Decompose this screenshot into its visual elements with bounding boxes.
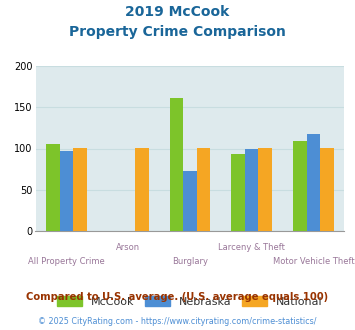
- Text: Property Crime Comparison: Property Crime Comparison: [69, 25, 286, 39]
- Text: 2019 McCook: 2019 McCook: [125, 5, 230, 19]
- Bar: [183, 171, 197, 231]
- Bar: [231, 154, 245, 231]
- Bar: [245, 149, 258, 231]
- Bar: [73, 148, 87, 231]
- Text: Compared to U.S. average. (U.S. average equals 100): Compared to U.S. average. (U.S. average …: [26, 292, 329, 302]
- Text: Arson: Arson: [116, 243, 140, 251]
- Bar: [170, 98, 183, 231]
- Bar: [60, 151, 73, 231]
- Text: Burglary: Burglary: [172, 257, 208, 266]
- Bar: [46, 144, 60, 231]
- Text: All Property Crime: All Property Crime: [28, 257, 105, 266]
- Bar: [320, 148, 334, 231]
- Bar: [293, 141, 307, 231]
- Bar: [135, 148, 148, 231]
- Legend: McCook, Nebraska, National: McCook, Nebraska, National: [53, 291, 327, 311]
- Bar: [197, 148, 210, 231]
- Text: © 2025 CityRating.com - https://www.cityrating.com/crime-statistics/: © 2025 CityRating.com - https://www.city…: [38, 317, 317, 326]
- Bar: [307, 135, 320, 231]
- Text: Larceny & Theft: Larceny & Theft: [218, 243, 285, 251]
- Text: Motor Vehicle Theft: Motor Vehicle Theft: [273, 257, 354, 266]
- Bar: [258, 148, 272, 231]
